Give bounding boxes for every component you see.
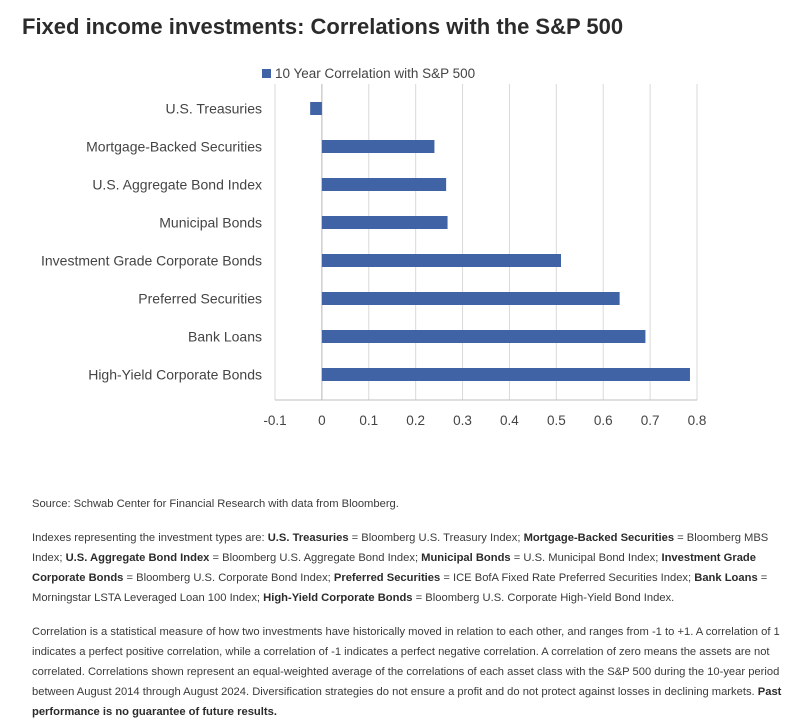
x-tick-label: -0.1	[263, 413, 286, 428]
x-tick-label: 0.1	[359, 413, 378, 428]
bar	[321, 368, 690, 381]
category-label: U.S. Aggregate Bond Index	[92, 177, 262, 193]
x-tick-label: 0.4	[500, 413, 519, 428]
x-tick-label: 0.6	[594, 413, 613, 428]
chart-title: Fixed income investments: Correlations w…	[22, 14, 624, 39]
category-label: Bank Loans	[188, 329, 262, 345]
category-label: Mortgage-Backed Securities	[86, 139, 262, 155]
index-name: U.S. Aggregate Bond Index	[65, 552, 210, 564]
index-description: = Bloomberg U.S. Aggregate Bond Index;	[209, 552, 422, 564]
index-description: = Bloomberg U.S. Corporate High-Yield Bo…	[412, 592, 675, 604]
bar	[321, 178, 447, 191]
category-label: High-Yield Corporate Bonds	[88, 367, 262, 383]
index-description: = Bloomberg U.S. Treasury Index;	[348, 532, 524, 544]
x-tick-label: 0.7	[641, 413, 660, 428]
bar	[321, 330, 646, 343]
category-label: Investment Grade Corporate Bonds	[41, 253, 262, 269]
index-name: Bank Loans	[694, 572, 758, 584]
source-note: Source: Schwab Center for Financial Rese…	[32, 498, 399, 510]
index-definitions-intro: Indexes representing the investment type…	[32, 532, 268, 544]
index-name: Preferred Securities	[333, 572, 441, 584]
index-description: = Bloomberg U.S. Corporate Bond Index;	[123, 572, 334, 584]
correlation-text: Correlation is a statistical measure of …	[32, 626, 780, 698]
bar	[321, 140, 435, 153]
category-label: Preferred Securities	[138, 291, 262, 307]
index-description: = U.S. Municipal Bond Index;	[510, 552, 662, 564]
bar	[321, 254, 562, 267]
bar	[321, 292, 620, 305]
index-description: = Bloomberg MBS Index;	[32, 532, 769, 564]
index-definitions: Indexes representing the investment type…	[32, 528, 792, 608]
category-label: Municipal Bonds	[159, 215, 262, 231]
x-tick-label: 0.8	[688, 413, 707, 428]
bar	[321, 216, 448, 229]
index-name: U.S. Treasuries	[267, 532, 349, 544]
index-name: Investment Grade Corporate Bonds	[32, 552, 756, 584]
x-tick-label: 0.3	[453, 413, 472, 428]
x-tick-label: 0	[318, 413, 326, 428]
index-name: Municipal Bonds	[421, 552, 511, 564]
index-description: = Morningstar LSTA Leveraged Loan 100 In…	[32, 572, 768, 604]
bar-chart: 10 Year Correlation with S&P 500 -0.1 0 0.1…	[41, 66, 707, 428]
performance-disclaimer: Past performance is no guarantee of futu…	[32, 686, 782, 718]
x-tick-label: 0.2	[406, 413, 425, 428]
index-name: Mortgage-Backed Securities	[523, 532, 675, 544]
legend-swatch	[262, 69, 271, 78]
bar	[310, 102, 322, 115]
index-description: = ICE BofA Fixed Rate Preferred Securiti…	[440, 572, 695, 584]
legend-label: 10 Year Correlation with S&P 500	[275, 66, 475, 81]
category-label: U.S. Treasuries	[166, 101, 262, 117]
x-tick-label: 0.5	[547, 413, 566, 428]
index-name: High-Yield Corporate Bonds	[263, 592, 413, 604]
correlation-explanation: Correlation is a statistical measure of …	[32, 622, 792, 722]
